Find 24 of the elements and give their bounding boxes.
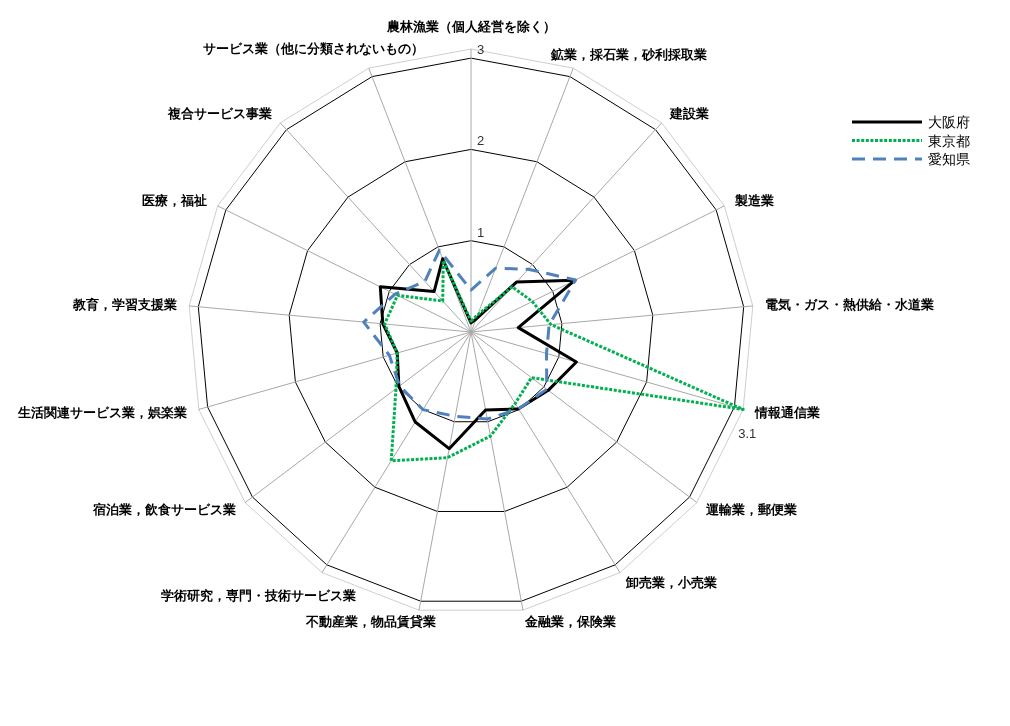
spoke-label: 電気・ガス・熱供給・水道業 <box>764 296 934 312</box>
spoke-label: 卸売業，小売業 <box>625 575 718 590</box>
spoke-label: 運輸業，郵便業 <box>705 502 798 517</box>
spoke-label: 複合サービス事業 <box>167 106 273 121</box>
spoke-label: 不動産業，物品賃貸業 <box>304 614 436 629</box>
spoke-label: サービス業（他に分類されないもの） <box>203 41 424 56</box>
legend-label: 愛知県 <box>928 151 970 167</box>
y-tick-label: 3 <box>477 42 485 58</box>
spoke-label: 金融業，保険業 <box>524 615 617 629</box>
spoke-label: 宿泊業，飲食サービス業 <box>91 501 236 517</box>
spoke-label: 鉱業，採石業，砂利採取業 <box>550 46 708 62</box>
spoke-label: 生活関連サービス業，娯楽業 <box>17 405 188 420</box>
legend-label: 大阪府 <box>928 114 970 130</box>
spoke-label: 医療，福祉 <box>141 192 207 208</box>
spoke-label: 情報通信業 <box>753 404 820 420</box>
spoke-label: 農林漁業（個人経営を除く） <box>385 19 556 34</box>
spoke-label: 建設業 <box>668 106 709 121</box>
data-label: 3.1 <box>738 425 757 441</box>
spoke-label: 製造業 <box>734 193 775 208</box>
spoke-label: 学術研究，専門・技術サービス業 <box>160 587 356 603</box>
spoke-label: 教育，学習支援業 <box>72 296 178 312</box>
y-tick-label: 2 <box>477 133 485 149</box>
legend-label: 東京都 <box>928 132 970 149</box>
y-tick-label: 1 <box>477 224 485 240</box>
